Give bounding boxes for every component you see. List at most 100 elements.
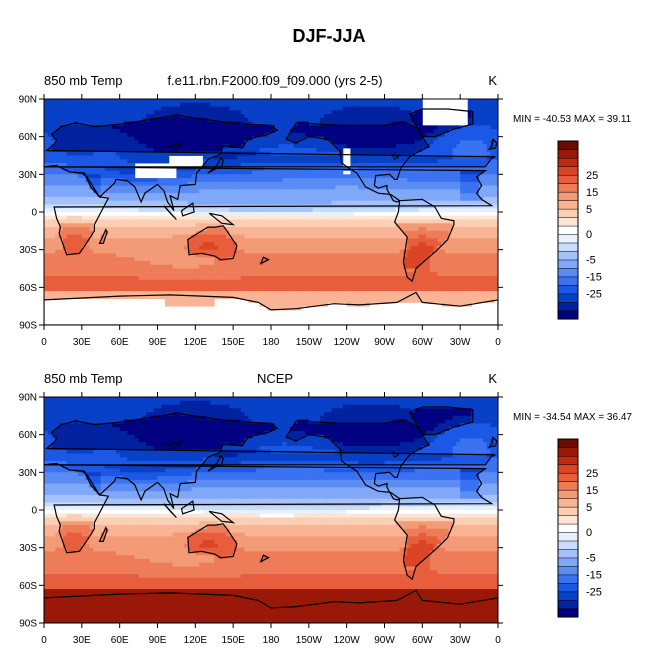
map-cell — [252, 230, 257, 235]
map-cell — [104, 151, 109, 156]
map-cell — [233, 196, 238, 202]
map-cell — [486, 155, 491, 160]
map-cell — [199, 230, 204, 235]
map-cell — [255, 106, 261, 111]
map-cell — [176, 215, 181, 220]
map-cell — [131, 227, 136, 232]
map-cell — [456, 215, 461, 220]
map-cell — [210, 140, 215, 145]
map-cell — [376, 136, 382, 141]
map-cell — [384, 181, 389, 187]
map-cell — [233, 132, 238, 138]
map-cell — [267, 144, 272, 149]
map-cell — [240, 155, 245, 160]
map-cell — [157, 159, 162, 164]
map-cell — [93, 174, 98, 179]
map-cell — [312, 208, 317, 213]
map-cell — [479, 106, 484, 111]
map-cell — [112, 147, 117, 153]
map-cell — [331, 242, 336, 247]
map-cell — [369, 159, 374, 164]
map-cell — [471, 208, 476, 213]
map-cell — [376, 106, 382, 111]
map-cell — [252, 117, 257, 122]
map-cell — [365, 200, 370, 205]
map-cell — [429, 212, 435, 217]
map-cell — [195, 121, 200, 126]
map-cell — [342, 257, 348, 262]
map-cell — [263, 140, 268, 145]
map-cell — [108, 208, 113, 213]
map-cell — [199, 234, 204, 239]
map-cell — [149, 147, 155, 153]
map-cell — [312, 159, 317, 164]
map-cell — [308, 196, 314, 202]
map-cell — [93, 196, 98, 202]
map-cell — [112, 159, 117, 164]
map-cell — [335, 99, 340, 104]
map-cell — [297, 178, 302, 183]
map-cell — [180, 106, 185, 111]
map-cell — [100, 212, 105, 217]
map-cell — [104, 174, 109, 179]
map-cell — [149, 114, 155, 119]
map-cell — [403, 230, 408, 235]
map-cell — [384, 234, 389, 239]
map-cell — [373, 185, 378, 190]
map-cell — [104, 215, 109, 220]
map-cell — [244, 230, 249, 235]
map-cell — [199, 102, 204, 107]
map-cell — [123, 174, 128, 179]
map-cell — [199, 121, 204, 126]
map-cell — [410, 132, 416, 138]
map-cell — [373, 155, 378, 160]
map-cell — [331, 99, 336, 104]
map-cell — [62, 106, 68, 111]
map-cell — [229, 215, 234, 220]
map-cell — [218, 200, 223, 205]
map-cell — [165, 253, 170, 258]
map-cell — [350, 129, 355, 134]
map-cell — [206, 136, 211, 141]
map-cell — [312, 219, 317, 224]
map-cell — [335, 147, 340, 153]
map-cell — [244, 212, 249, 217]
map-cell — [244, 170, 249, 175]
map-cell — [482, 155, 488, 160]
map-cell — [358, 170, 363, 175]
map-cell — [93, 99, 98, 104]
map-cell — [456, 132, 461, 138]
map-cell — [456, 181, 461, 187]
map-cell — [422, 189, 427, 194]
panel-model-units: K — [488, 73, 497, 88]
map-cell — [350, 170, 355, 175]
map-cell — [127, 106, 132, 111]
map-cell — [445, 144, 450, 149]
map-cell — [96, 144, 102, 149]
map-cell — [244, 245, 249, 251]
map-cell — [358, 200, 363, 205]
map-cell — [354, 151, 359, 156]
map-cell — [233, 117, 238, 122]
map-cell — [339, 147, 344, 153]
map-cell — [316, 163, 321, 168]
map-cell — [323, 193, 329, 198]
map-cell — [350, 114, 355, 119]
map-cell — [85, 170, 90, 175]
map-cell — [81, 136, 87, 141]
map-cell — [165, 245, 170, 251]
map-cell — [305, 132, 310, 138]
map-cell — [93, 249, 98, 254]
map-cell — [66, 215, 71, 220]
map-cell — [176, 106, 181, 111]
map-cell — [161, 147, 166, 153]
map-cell — [100, 147, 105, 153]
map-cell — [289, 132, 295, 138]
map-cell — [358, 163, 363, 168]
map-cell — [297, 181, 302, 187]
map-cell — [278, 155, 283, 160]
map-cell — [316, 114, 321, 119]
map-cell — [202, 129, 208, 134]
map-cell — [134, 185, 139, 190]
map-cell — [187, 223, 192, 228]
